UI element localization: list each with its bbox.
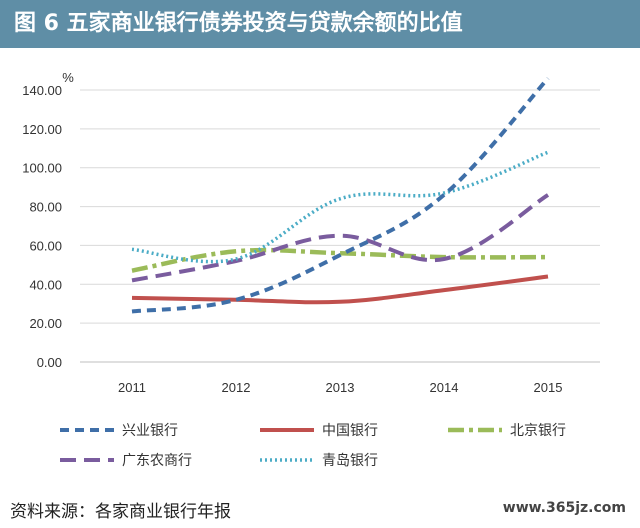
source-note: 资料来源：各家商业银行年报 <box>10 502 231 522</box>
series-line-4 <box>131 150 549 264</box>
y-tick-label: 140.00 <box>22 83 62 98</box>
x-tick-label: 2015 <box>534 380 563 395</box>
series-line-1 <box>131 274 549 305</box>
series-line-0 <box>131 76 550 314</box>
y-tick-label: 20.00 <box>29 316 62 331</box>
x-tick-label: 2011 <box>118 380 146 395</box>
y-tick-label: 80.00 <box>29 200 62 215</box>
y-tick-label: 120.00 <box>22 122 62 137</box>
y-tick-label: 40.00 <box>29 277 62 292</box>
legend-label-0: 兴业银行 <box>122 423 178 439</box>
legend-label-4: 青岛银行 <box>322 453 378 469</box>
y-tick-label: 0.00 <box>37 355 62 370</box>
y-tick-label: 60.00 <box>29 238 62 253</box>
line-chart: 0.00 20.00 40.00 60.00 80.00 100.00 120.00 140.… <box>22 70 600 469</box>
series-line-3 <box>131 193 550 283</box>
legend-label-3: 广东农商行 <box>122 453 192 469</box>
y-axis-unit: % <box>62 70 74 85</box>
y-tick-label: 100.00 <box>22 161 62 176</box>
figure-title: 图 6 五家商业银行债券投资与贷款余额的比值 <box>14 11 463 36</box>
x-tick-label: 2014 <box>430 380 459 395</box>
x-tick-label: 2013 <box>326 380 355 395</box>
chart-title-bar: 图 6 五家商业银行债券投资与贷款余额的比值 <box>0 0 640 48</box>
series-line-2 <box>131 247 549 273</box>
x-tick-label: 2012 <box>222 380 251 395</box>
legend-label-2: 北京银行 <box>510 423 566 439</box>
legend-label-1: 中国银行 <box>322 423 378 439</box>
watermark: www.365jz.com <box>502 500 626 516</box>
